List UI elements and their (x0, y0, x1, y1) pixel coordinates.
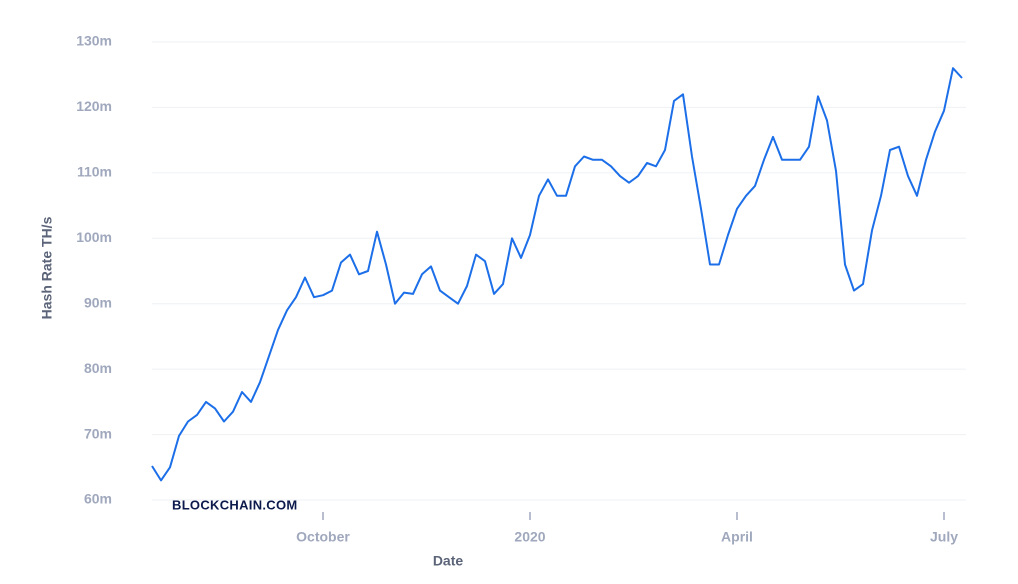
x-tick-label: 2020 (514, 529, 545, 545)
y-tick-label: 110m (77, 164, 112, 180)
x-tick-label: October (296, 529, 350, 545)
y-tick-label: 130m (76, 33, 112, 49)
x-tick-label: April (721, 529, 753, 545)
y-tick-label: 70m (84, 425, 112, 441)
y-axis-title: Hash Rate TH/s (39, 216, 55, 319)
y-tick-label: 100m (76, 229, 112, 245)
x-tick-label: July (930, 529, 958, 545)
watermark: BLOCKCHAIN.COM (172, 497, 298, 512)
y-tick-label: 60m (84, 491, 112, 507)
line (151, 67, 963, 482)
x-axis-title: Date (433, 553, 464, 569)
y-tick-label: 90m (84, 294, 112, 310)
y-tick-label: 80m (84, 360, 112, 376)
y-tick-label: 120m (76, 98, 112, 114)
